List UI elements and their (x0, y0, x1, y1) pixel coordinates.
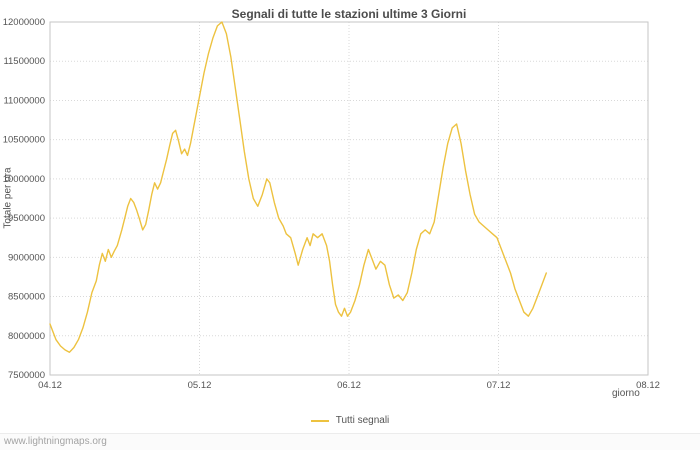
x-tick-label: 06.12 (337, 380, 361, 391)
legend-line-swatch (310, 419, 329, 422)
x-tick-label: 07.12 (487, 380, 511, 391)
series-line-tutti-segnali (49, 21, 547, 353)
legend-label: Tutti segnali (335, 415, 390, 426)
y-tick-label: 7500000 (8, 370, 45, 381)
x-axis-title: giorno (612, 388, 640, 399)
chart-legend: Tutti segnali (0, 415, 700, 426)
y-tick-label: 8000000 (8, 331, 45, 342)
x-tick-label: 05.12 (188, 380, 212, 391)
x-tick-label: 08.12 (636, 380, 660, 391)
plot-border (49, 21, 649, 376)
y-tick-label: 9500000 (8, 213, 45, 224)
x-tick-label: 04.12 (38, 380, 62, 391)
y-tick-label: 11500000 (3, 56, 45, 67)
y-tick-label: 12000000 (3, 17, 45, 28)
watermark-bar: www.lightningmaps.org (0, 433, 700, 450)
y-tick-label: 10500000 (3, 135, 45, 146)
y-tick-label: 11000000 (3, 95, 45, 106)
watermark-text: www.lightningmaps.org (4, 436, 107, 447)
y-tick-label: 8500000 (8, 292, 45, 303)
chart-title: Segnali di tutte le stazioni ultime 3 Gi… (231, 7, 467, 21)
y-tick-label: 10000000 (3, 174, 45, 185)
y-axis-title: Totale per ora (2, 167, 14, 229)
y-tick-label: 9000000 (8, 252, 45, 263)
